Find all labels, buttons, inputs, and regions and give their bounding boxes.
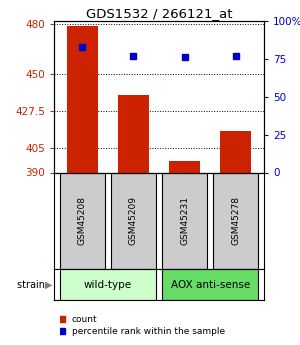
Text: GSM45208: GSM45208: [78, 196, 87, 245]
Text: GSM45231: GSM45231: [180, 196, 189, 245]
Text: strain: strain: [17, 280, 48, 289]
Bar: [162, 269, 258, 300]
Text: percentile rank within the sample: percentile rank within the sample: [72, 327, 225, 336]
Bar: [118, 95, 149, 172]
Text: ▶: ▶: [45, 280, 52, 289]
Text: AOX anti-sense: AOX anti-sense: [171, 280, 250, 289]
Bar: [60, 172, 105, 269]
Bar: [67, 26, 98, 172]
Text: GSM45209: GSM45209: [129, 196, 138, 245]
Text: GSM45278: GSM45278: [231, 196, 240, 245]
Text: count: count: [72, 315, 98, 324]
Bar: [162, 172, 207, 269]
Bar: [60, 269, 156, 300]
Title: GDS1532 / 266121_at: GDS1532 / 266121_at: [86, 7, 232, 20]
Bar: [111, 172, 156, 269]
Text: wild-type: wild-type: [84, 280, 132, 289]
Bar: [213, 172, 258, 269]
Bar: [169, 161, 200, 172]
Bar: [220, 131, 251, 172]
